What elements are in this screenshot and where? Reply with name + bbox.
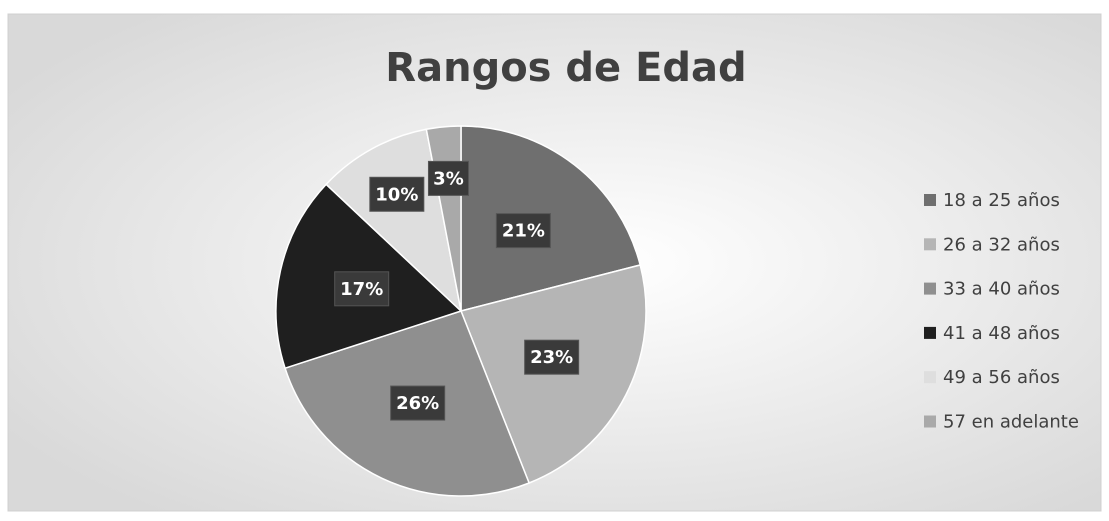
legend-swatch xyxy=(924,371,936,384)
legend-label: 57 en adelante xyxy=(943,412,1079,433)
data-label: 17% xyxy=(340,279,383,300)
data-label-box xyxy=(427,160,469,196)
legend-swatch xyxy=(924,415,936,428)
data-label: 23% xyxy=(530,347,573,368)
pie-slice xyxy=(325,128,463,314)
legend-label: 41 a 48 años xyxy=(943,323,1060,344)
data-label-box xyxy=(390,385,446,421)
data-label-box xyxy=(334,271,390,307)
data-label-box xyxy=(524,339,580,375)
legend-swatch xyxy=(924,238,936,251)
data-label: 3% xyxy=(433,168,464,189)
legend-label: 33 a 40 años xyxy=(943,279,1060,300)
data-label: 10% xyxy=(375,184,418,205)
legend-swatch xyxy=(924,194,936,206)
data-label-box xyxy=(495,213,551,249)
legend-swatch xyxy=(924,326,936,339)
data-label: 26% xyxy=(396,393,439,414)
legend-label: 18 a 25 años xyxy=(943,190,1060,211)
data-label: 21% xyxy=(502,221,545,242)
data-label-box xyxy=(369,176,425,212)
chart-title: Rangos de Edad xyxy=(385,45,746,91)
legend-label: 26 a 32 años xyxy=(943,234,1060,255)
legend-label: 49 a 56 años xyxy=(943,367,1060,388)
legend-swatch xyxy=(924,282,936,295)
